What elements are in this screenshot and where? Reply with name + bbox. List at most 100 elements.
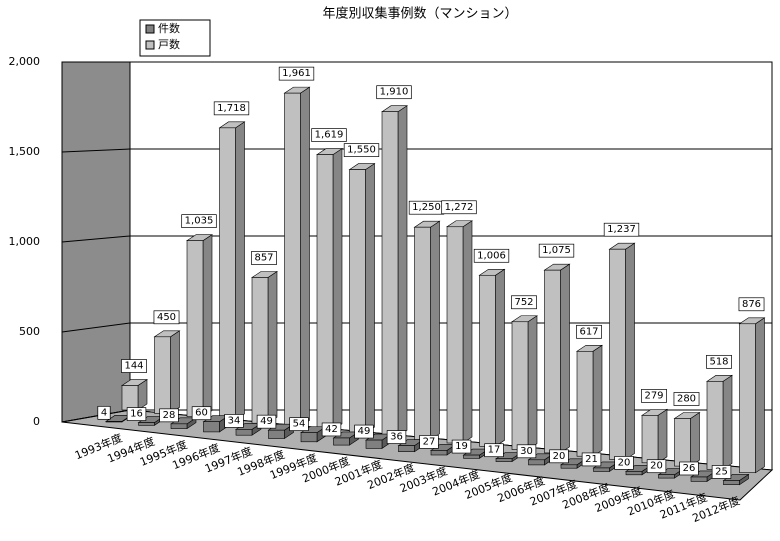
value-label-box (343, 143, 380, 157)
bar-side (365, 163, 375, 434)
value-label: 857 (254, 253, 273, 264)
left-wall (61, 61, 131, 423)
bar-side (592, 344, 603, 457)
legend-swatch (145, 40, 155, 50)
value-label-box (738, 297, 765, 312)
grid-line (61, 322, 131, 333)
y-tick-label: 2,000 (9, 55, 41, 68)
y-tick-label: 0 (33, 415, 40, 428)
value-label-box (576, 324, 602, 339)
bar-side (755, 317, 765, 474)
bar-side (267, 270, 278, 424)
bar (138, 422, 155, 426)
bar-side (560, 263, 570, 454)
bar-side (462, 220, 473, 444)
value-label: 49 (358, 426, 371, 437)
bar (186, 240, 204, 417)
value-label: 1,075 (542, 245, 571, 256)
value-label-box (224, 414, 244, 428)
bar-side (527, 315, 538, 451)
bar (446, 226, 464, 444)
value-label-box (473, 248, 510, 263)
bar (674, 418, 691, 467)
bar (479, 274, 496, 447)
value-label-box (191, 406, 212, 421)
bar (219, 127, 236, 421)
value-label: 518 (709, 356, 728, 367)
value-label-box (376, 85, 412, 100)
value-label-box (159, 408, 179, 423)
grid-line (61, 148, 131, 153)
value-label: 752 (514, 297, 533, 308)
value-label: 4 (101, 407, 107, 418)
value-label-box (97, 405, 111, 420)
value-label-box (646, 459, 667, 474)
value-label-box (278, 66, 315, 81)
value-label: 20 (650, 461, 663, 472)
value-label-box (311, 128, 347, 142)
value-label: 1,035 (185, 216, 214, 227)
value-label: 450 (157, 312, 176, 323)
value-label-box (603, 222, 640, 237)
bar (365, 439, 383, 449)
value-label-box (511, 295, 537, 310)
value-label: 1,272 (445, 202, 474, 213)
value-label: 280 (677, 394, 696, 405)
value-label: 21 (585, 454, 598, 465)
bar (690, 476, 708, 482)
value-label: 876 (742, 299, 761, 310)
value-label: 16 (130, 409, 143, 420)
bar-side (430, 220, 440, 441)
value-label: 1,619 (315, 130, 344, 141)
bar (105, 421, 123, 423)
value-label-box (679, 461, 699, 476)
value-label: 617 (579, 326, 598, 337)
value-label: 144 (124, 361, 143, 372)
value-label-box (484, 443, 504, 458)
bar-side (397, 105, 408, 437)
bar-side (170, 330, 180, 414)
value-label: 19 (455, 441, 468, 452)
grid-line (61, 235, 131, 243)
value-label-box (581, 452, 602, 467)
value-label: 54 (293, 419, 306, 430)
bar (300, 432, 318, 443)
value-label: 49 (260, 416, 273, 427)
value-label-box (256, 414, 277, 429)
bar (528, 459, 545, 466)
value-label-box (126, 407, 147, 421)
value-label-box (213, 101, 250, 116)
bar (625, 471, 643, 476)
bar (609, 248, 626, 460)
bar (414, 226, 431, 440)
bar (463, 454, 480, 459)
value-label-box (321, 422, 342, 437)
grid-line (61, 409, 131, 423)
bar (251, 277, 269, 424)
bar (170, 423, 188, 429)
value-label: 34 (228, 415, 241, 426)
value-label-box (641, 389, 667, 403)
bar-side (495, 268, 505, 447)
value-label-box (386, 430, 407, 444)
bar-side (332, 148, 343, 431)
value-label: 60 (195, 408, 208, 419)
value-label: 1,006 (477, 250, 506, 261)
value-label: 26 (683, 463, 696, 474)
value-label-box (354, 424, 374, 439)
bar (316, 154, 334, 431)
legend-label: 戸数 (158, 38, 180, 51)
bar-side (202, 234, 213, 418)
value-label-box (251, 251, 277, 265)
bar (593, 467, 610, 472)
value-label: 30 (520, 446, 533, 457)
value-label-box (549, 449, 569, 464)
y-tick-label: 500 (19, 325, 40, 338)
bar-side (235, 121, 245, 421)
value-label-box (181, 214, 217, 228)
value-label: 42 (325, 424, 338, 435)
value-label: 28 (163, 410, 176, 421)
bar (706, 381, 724, 470)
bar (641, 415, 659, 464)
